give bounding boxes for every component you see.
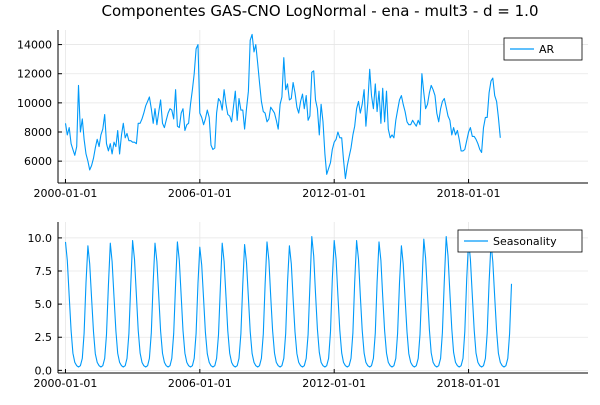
- seasonality-series-line: [64, 236, 513, 368]
- x-tick-label: 2012-01-01: [302, 187, 366, 200]
- y-tick-label: 14000: [17, 39, 52, 52]
- x-tick-label: 2018-01-01: [437, 377, 501, 390]
- y-tick-label: 8000: [24, 126, 52, 139]
- legend-label: AR: [539, 43, 555, 56]
- x-tick-label: 2006-01-01: [168, 377, 232, 390]
- x-tick-label: 2000-01-01: [33, 377, 97, 390]
- y-tick-label: 5.0: [35, 298, 53, 311]
- x-tick-label: 2012-01-01: [302, 377, 366, 390]
- x-tick-label: 2006-01-01: [168, 187, 232, 200]
- y-tick-label: 0.0: [35, 364, 53, 377]
- seasonality-legend: Seasonality: [457, 229, 583, 253]
- legend-label: Seasonality: [493, 235, 557, 248]
- x-tick-label: 2018-01-01: [437, 187, 501, 200]
- ar-series-line: [64, 33, 501, 180]
- y-tick-label: 12000: [17, 68, 52, 81]
- legend-box: [503, 37, 583, 61]
- y-tick-label: 7.5: [35, 265, 53, 278]
- y-tick-label: 10.0: [28, 232, 53, 245]
- x-tick-label: 2000-01-01: [33, 187, 97, 200]
- seasonality-panel: 0.0 2.5 5.0 7.5 10.0 2000-01-01 2006-01-01 2012…: [28, 222, 588, 390]
- ar-panel: 6000 8000 10000 12000 14000 2000-01-01 2006-01…: [17, 30, 588, 200]
- y-tick-label: 10000: [17, 97, 52, 110]
- ar-legend: AR: [503, 37, 583, 61]
- legend-box: [457, 229, 583, 253]
- y-tick-label: 2.5: [35, 331, 53, 344]
- y-tick-label: 6000: [24, 155, 52, 168]
- chart-title: Componentes GAS-CNO LogNormal - ena - mu…: [101, 2, 539, 20]
